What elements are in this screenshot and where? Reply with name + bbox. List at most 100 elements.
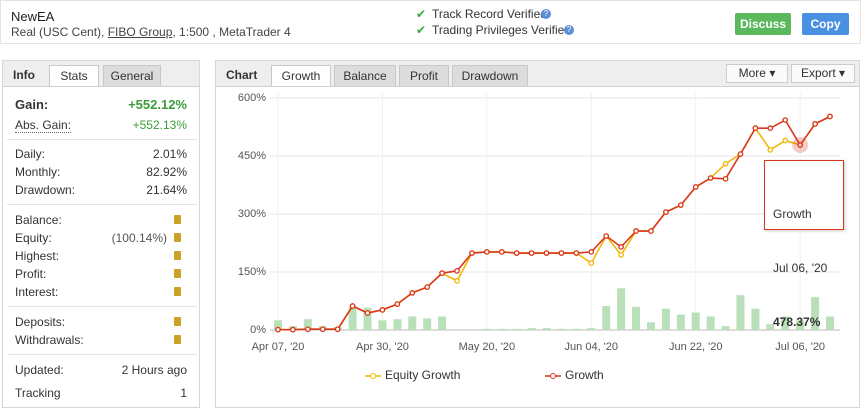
help-icon[interactable]: ? [564,25,574,35]
bar [632,306,641,330]
point [827,113,833,120]
info-row: Equity: (100.14%) [15,230,187,246]
bar [557,328,566,330]
y-tick-label: 300% [238,208,266,220]
separator [7,354,197,355]
bar [393,319,402,330]
bar [826,316,834,330]
tab[interactable]: Growth [271,65,331,86]
bar [617,288,626,330]
broker-link[interactable]: FIBO Group [107,25,173,39]
tooltip: Growth Jul 06, '20 478.37% [764,160,844,329]
tab[interactable]: General [103,65,161,86]
more-menu[interactable]: More ▾ [726,64,788,83]
bar [706,316,715,330]
point [722,175,729,182]
bar [527,328,536,330]
tab[interactable]: Stats [49,65,99,86]
bar [587,328,596,330]
tab[interactable]: Balance [334,65,396,86]
point [558,250,565,256]
x-tick-label: May 20, '20 [459,341,516,353]
abs-gain-row: Abs. Gain: +552.13% [15,117,187,133]
lock-icon [174,233,181,242]
label: Abs. Gain: [15,118,72,133]
info-row: Monthly: 82.92% [15,164,187,180]
lock-icon [174,335,181,344]
point [692,184,699,190]
legend-marker [370,373,376,379]
point [677,202,684,208]
point [588,260,595,266]
check-icon: ✔ [416,23,427,37]
point [767,125,774,132]
point [618,244,624,250]
badge: Track Record Verified [432,7,547,21]
point [484,249,490,255]
x-tick-label: Jun 22, '20 [669,341,722,353]
label: Profit: [15,267,47,281]
lock-icon [174,269,181,278]
discuss-button[interactable]: Discuss [735,13,791,35]
bar [467,329,476,330]
tooltip-series: Growth [773,207,812,221]
separator [7,204,197,205]
point [603,233,610,239]
value: +552.12% [128,97,187,112]
point [275,326,281,333]
bar [781,316,790,330]
info-row: Drawdown: 21.64% [15,182,187,198]
bar [453,329,462,330]
bar [423,318,432,330]
tooltip-date: Jul 06, '20 [773,261,828,275]
separator [7,139,197,140]
copy-button[interactable]: Copy [802,13,849,35]
point [752,125,759,132]
point [513,250,520,256]
legend-label: Growth [565,368,604,382]
lock-icon [174,287,181,296]
point [364,310,371,316]
bar [512,328,521,330]
x-tick-label: Jun 04, '20 [565,341,618,353]
info-row: Updated: 2 Hours ago [15,362,187,378]
point [782,117,789,123]
value: 1 [180,386,187,400]
y-tick-label: 450% [238,150,266,162]
value: 21.64% [146,183,187,197]
tab[interactable]: Drawdown [452,65,528,86]
info-row: Daily: 2.01% [15,146,187,162]
y-tick-label: 600% [238,92,266,104]
help-icon[interactable]: ? [541,9,551,19]
point [812,121,818,127]
point [782,137,789,144]
label: Tracking [15,386,61,400]
point [648,228,654,234]
bar [661,308,670,330]
menu-label: Export [800,66,836,80]
header: NewEA Real (USC Cent), FIBO Group, 1:500… [0,0,861,44]
check-icon: ✔ [416,7,427,21]
value: 2.01% [152,147,187,161]
x-tick-label: Apr 30, '20 [356,341,409,353]
point [707,175,714,181]
legend-label: Equity Growth [385,368,460,382]
export-menu[interactable]: Export ▾ [791,64,855,83]
point [304,326,311,333]
info-panel: Info Stats General Gain: +552.12% Abs. Ga… [2,60,200,408]
point [633,228,639,234]
tab-bar [3,61,199,87]
bar [751,308,760,330]
tab[interactable]: Profit [399,65,449,86]
panel-title: Chart [226,68,258,82]
account-details: , 1:500 , MetaTrader 4 [172,25,291,39]
separator [7,306,197,307]
highlight [792,137,809,154]
point [663,209,669,215]
point [528,250,535,256]
label: Highest: [15,249,60,263]
tooltip-value: 478.37% [773,315,821,329]
point [349,303,356,309]
panel-title: Info [13,68,35,82]
bar [721,326,730,330]
